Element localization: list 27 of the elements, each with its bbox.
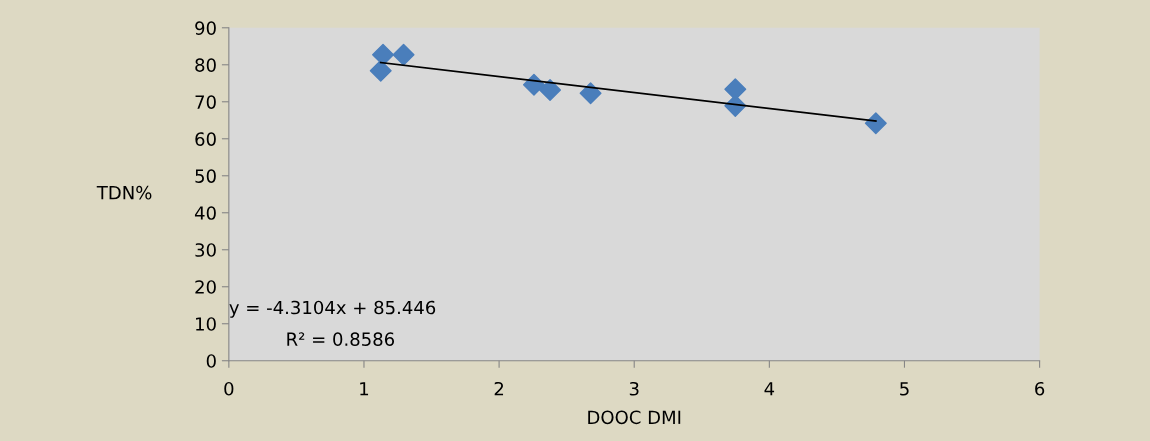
y-tick-label: 10 xyxy=(196,317,216,331)
y-tick-label: 80 xyxy=(195,58,216,72)
annotation: y = -4.3104x + 85.446 xyxy=(229,300,436,318)
point xyxy=(369,59,392,82)
x-tick-label: 1 xyxy=(360,382,369,396)
point xyxy=(372,43,395,66)
y-tick-label: 20 xyxy=(195,280,216,294)
x-tick-label: 4 xyxy=(764,382,775,396)
y-axis-title: TDN% xyxy=(96,185,152,200)
x-tick-label: 0 xyxy=(224,381,234,396)
x-tick-label: 6 xyxy=(1035,381,1045,396)
x-tick-label: 2 xyxy=(494,381,504,396)
y-tick-label: 90 xyxy=(195,21,216,35)
y-tick-label: 30 xyxy=(195,243,216,257)
x-axis-title: DOOC DMI xyxy=(588,410,681,425)
y-tick-label: 50 xyxy=(195,169,216,183)
x-tick-label: 3 xyxy=(629,381,639,396)
y-tick-label: 60 xyxy=(195,132,216,146)
y-tick-label: 70 xyxy=(195,95,216,109)
point xyxy=(579,82,602,105)
point xyxy=(392,43,415,66)
point xyxy=(864,112,887,135)
y-tick-label: 0 xyxy=(206,354,216,368)
annotation: R² = 0.8586 xyxy=(287,332,395,346)
x-tick-label: 5 xyxy=(900,382,909,396)
point xyxy=(539,78,562,101)
y-tick-label: 40 xyxy=(194,206,216,220)
